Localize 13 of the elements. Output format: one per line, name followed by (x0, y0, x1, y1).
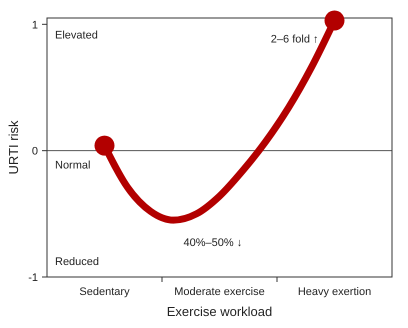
x-tick-label: Sedentary (79, 286, 130, 298)
annotation: Elevated (55, 29, 98, 42)
x-tick-label: Heavy exertion (298, 286, 372, 298)
x-tick-label: Moderate exercise (174, 286, 265, 298)
annotation: 40%–50% ↓ (184, 237, 242, 250)
annotation: 2–6 fold ↑ (270, 34, 318, 46)
y-tick-label: -1 (28, 272, 38, 284)
y-tick-label: 0 (32, 146, 38, 158)
y-axis-title: URTI risk (6, 120, 21, 174)
x-axis-title: Exercise workload (166, 304, 272, 319)
annotation: Reduced (55, 256, 100, 268)
annotation: Normal (55, 160, 90, 172)
y-tick-label: 1 (32, 19, 38, 32)
